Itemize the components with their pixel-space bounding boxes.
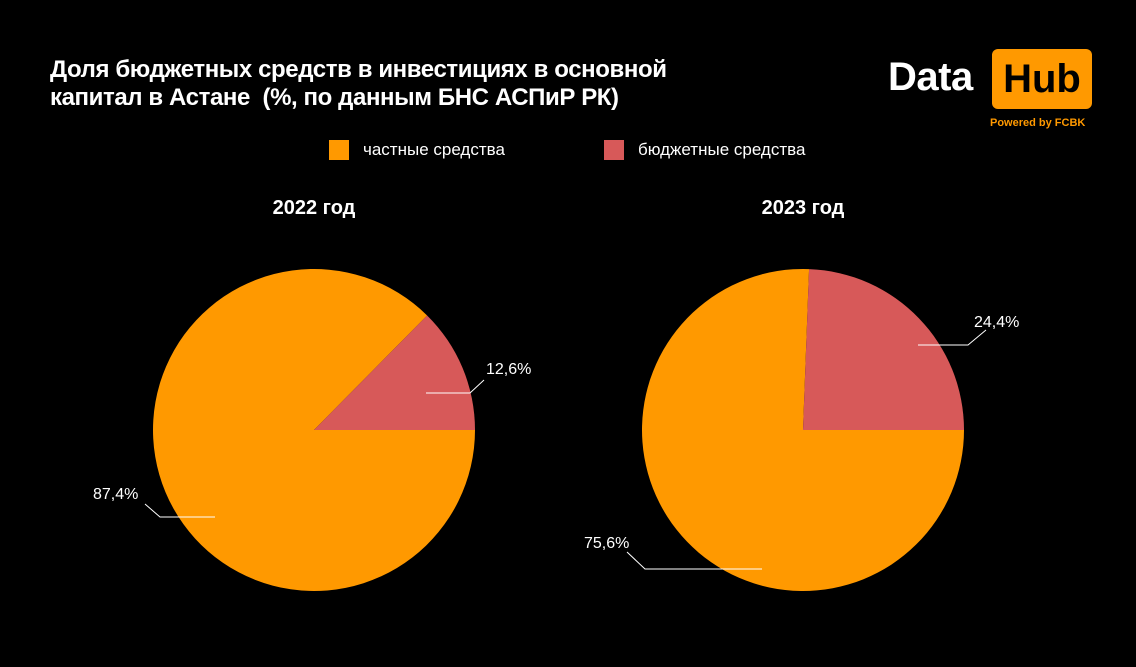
legend-swatch-private	[329, 140, 349, 160]
pie-chart-2: 2023 год 75,6% 24,4%	[584, 197, 1019, 591]
pie-slice-budget-2	[803, 269, 964, 430]
logo-powered-by: Powered by FCBK	[990, 117, 1086, 129]
logo-hub-badge: Hub	[992, 49, 1092, 109]
pie-title-2: 2023 год	[762, 197, 845, 219]
legend-label-budget: бюджетные средства	[638, 140, 806, 159]
legend-label-private: частные средства	[363, 140, 505, 159]
pie-slice-budget-1	[314, 315, 475, 430]
chart-title: Доля бюджетных средств в инвестициях в о…	[50, 56, 730, 112]
legend-swatch-budget	[604, 140, 624, 160]
chart-title-line-2: капитал в Астане (%, по данным БНС АСПиР…	[50, 84, 619, 111]
legend-item-budget: бюджетные средства	[604, 140, 805, 160]
label-leader-1-2	[426, 379, 485, 394]
label-leader-2-1	[626, 551, 762, 570]
chart-title-line-1: Доля бюджетных средств в инвестициях в о…	[50, 56, 667, 83]
label-leader-2-2	[918, 329, 987, 346]
legend: частные средства бюджетные средства	[0, 140, 1136, 166]
data-label-1-2: 12,6%	[486, 361, 531, 378]
data-label-2-1: 75,6%	[584, 535, 629, 552]
legend-item-private: частные средства	[329, 140, 505, 160]
pie-chart-1: 2022 год 87,4% 12,6%	[93, 197, 531, 591]
label-leader-1-1	[144, 503, 215, 518]
data-label-2-2: 24,4%	[974, 314, 1019, 331]
logo-data-text: Data	[888, 55, 973, 99]
pie-title-1: 2022 год	[273, 197, 356, 219]
datahub-logo: Data Hub Powered by FCBK	[886, 49, 1096, 134]
data-label-1-1: 87,4%	[93, 486, 138, 503]
